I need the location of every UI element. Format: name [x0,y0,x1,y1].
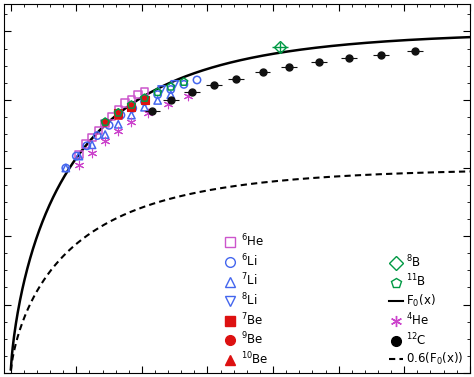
Point [62,165,70,171]
Point [128,102,135,108]
Point [101,138,109,144]
Point [115,107,122,113]
Point [75,153,83,159]
Point [115,110,122,116]
Point [73,153,80,159]
Point [95,127,102,133]
Point [82,141,89,147]
Point [128,103,135,109]
Point [115,110,122,116]
Point [75,162,83,168]
Point [141,97,148,103]
Point [158,86,165,92]
Point [128,97,135,103]
Point [167,86,174,92]
Point [83,143,91,149]
Point [141,88,148,94]
Point [121,100,128,106]
Point [101,119,109,125]
Point [88,142,96,148]
Point [193,77,201,83]
Point [62,165,70,171]
Point [128,104,135,110]
Point [108,114,116,120]
Point [115,128,122,134]
Point [164,101,172,107]
Point [180,81,188,87]
Point [141,96,148,102]
Point [105,122,113,128]
Point [141,104,148,110]
Point [75,151,83,157]
Point [117,112,125,118]
Point [88,134,96,140]
Point [128,119,135,125]
Point [154,97,162,103]
Point [93,133,101,139]
Point [128,104,135,110]
Point [141,95,148,101]
Point [101,121,109,127]
Point [88,150,96,156]
Point [180,79,188,85]
Point [145,110,152,116]
Point [184,93,191,100]
Point [115,110,122,116]
Point [101,119,109,125]
Point [171,81,179,87]
Point [115,112,122,118]
Point [128,112,135,118]
Point [154,92,162,98]
Point [167,92,174,98]
Point [167,84,174,90]
Point [129,105,137,111]
Point [115,121,122,127]
Point [154,89,162,95]
Point [141,98,148,104]
Point [101,132,109,138]
Legend: $^{8}$B, $^{11}$B, F$_0$(x), $^{4}$He, $^{12}$C, 0.6(F$_0$(x)): $^{8}$B, $^{11}$B, F$_0$(x), $^{4}$He, $… [389,254,464,367]
Point [134,92,142,98]
